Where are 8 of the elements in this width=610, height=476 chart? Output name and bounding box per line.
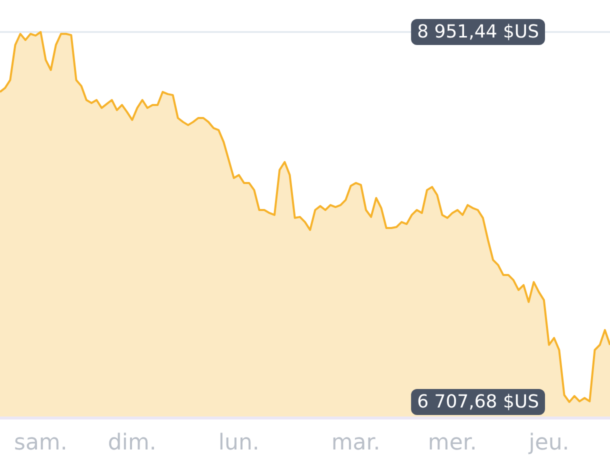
x-tick-label: sam. <box>14 430 68 456</box>
x-tick-label: mer. <box>428 430 477 456</box>
x-tick-label: lun. <box>218 430 260 456</box>
y-tick-label: 8 951,44 $US <box>417 22 539 42</box>
y-tick-label: 6 707,68 $US <box>417 392 539 412</box>
x-tick-label: dim. <box>108 430 156 456</box>
x-tick-label: mar. <box>331 430 380 456</box>
x-tick-label: jeu. <box>528 430 570 456</box>
